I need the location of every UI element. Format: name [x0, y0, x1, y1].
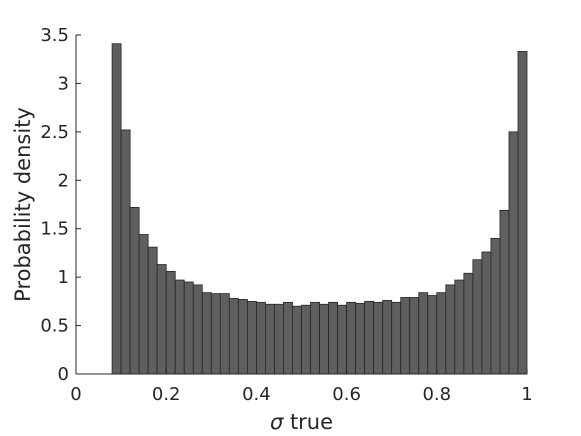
histogram-bar [400, 297, 411, 375]
histogram-bar [355, 302, 366, 375]
histogram-bar [319, 303, 329, 375]
histogram-bar [364, 300, 375, 375]
histogram-bar [255, 301, 266, 375]
y-tick-label: 1.5 [40, 219, 69, 240]
y-tick-label: 2.5 [40, 122, 69, 143]
histogram-bar [219, 293, 230, 375]
x-tick-label: 0.2 [152, 384, 181, 405]
x-axis-label-symbol: σ [270, 410, 284, 434]
histogram-bar [274, 303, 284, 375]
histogram-bar [301, 304, 311, 375]
histogram-bar [201, 292, 212, 375]
histogram-bar [138, 234, 149, 375]
histogram-bar [418, 292, 429, 375]
histogram-bar [454, 279, 465, 375]
histogram-bar [156, 264, 167, 375]
histogram-bar [183, 281, 194, 375]
histogram-bar [292, 305, 302, 375]
x-tick-label: 0.8 [422, 384, 451, 405]
histogram-bar [283, 301, 293, 375]
histogram-bar [490, 237, 501, 375]
histogram-bar [228, 298, 239, 375]
y-axis-label: Probability density [11, 107, 35, 302]
histogram-bar [463, 272, 474, 375]
histogram-bar [409, 297, 420, 375]
histogram-bar [337, 304, 347, 375]
histogram-bar [481, 251, 492, 375]
histogram-bar [174, 279, 185, 375]
histogram-bar [111, 43, 122, 375]
histogram-bar [246, 300, 257, 375]
histogram-bar [382, 299, 393, 375]
y-tick-label: 1 [58, 267, 69, 288]
histogram-bar [310, 301, 320, 375]
histogram-bar [147, 246, 158, 375]
histogram-bar [508, 131, 519, 375]
histogram-bar [499, 209, 510, 375]
histogram-bar [328, 301, 338, 375]
ticks: 0 0.2 0.4 0.6 0.8 1 0 0.5 1 1.5 2 2.5 3 3.5 [40, 25, 532, 405]
x-tick-label: 1 [521, 384, 532, 405]
histogram-bar [346, 301, 357, 375]
histogram-bar [445, 284, 456, 375]
histogram-bar [427, 295, 438, 375]
histogram-bar [517, 51, 528, 375]
histogram-bar [391, 301, 402, 375]
x-tick-label: 0.6 [332, 384, 361, 405]
axes [75, 35, 527, 375]
histogram-bar [120, 129, 131, 375]
x-axis-label: σ true [270, 410, 333, 434]
x-tick-label: 0 [70, 384, 81, 405]
histogram-bar [192, 284, 203, 375]
histogram-bar [436, 292, 447, 375]
histogram-bar [165, 270, 176, 375]
histogram-bars [111, 43, 528, 375]
histogram-bar [237, 299, 248, 375]
histogram-bar [472, 259, 483, 375]
x-axis-label-text: true [283, 410, 333, 434]
histogram-bar [265, 303, 275, 375]
histogram-bar [210, 293, 221, 375]
x-tick-label: 0.4 [242, 384, 271, 405]
y-tick-label: 2 [58, 170, 69, 191]
histogram-bar [129, 207, 140, 375]
histogram-bar [373, 301, 384, 375]
y-tick-label: 3.5 [40, 25, 69, 46]
y-tick-label: 3 [58, 73, 69, 94]
y-tick-label: 0 [58, 364, 69, 385]
y-tick-label: 0.5 [40, 316, 69, 337]
